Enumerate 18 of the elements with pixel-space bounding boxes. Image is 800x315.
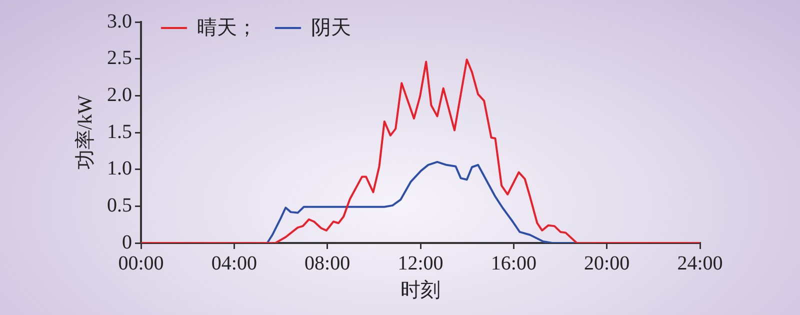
x-tick-label: 08:00 [304,252,350,274]
y-tick-label: 0 [122,231,132,254]
y-tick-label: 1.5 [107,120,132,143]
x-axis-title: 时刻 [400,279,440,302]
x-tick-label: 04:00 [211,252,257,274]
legend-label: 晴天； [197,16,257,41]
legend-label: 阴天 [311,16,351,41]
y-tick-label: 1.0 [107,158,132,180]
y-tick-label: 3.0 [107,10,132,32]
x-tick-label: 20:00 [584,252,630,274]
x-tick-label: 24:00 [677,252,723,274]
x-tick-label: 16:00 [490,252,536,274]
y-tick-label: 2.5 [107,47,132,70]
y-axis-title: 功率/kW [74,95,96,170]
x-tick-label: 12:00 [398,252,444,274]
x-tick-label: 00:00 [118,252,164,274]
y-tick-label: 0.5 [107,194,132,216]
y-tick-label: 2.0 [107,84,132,106]
